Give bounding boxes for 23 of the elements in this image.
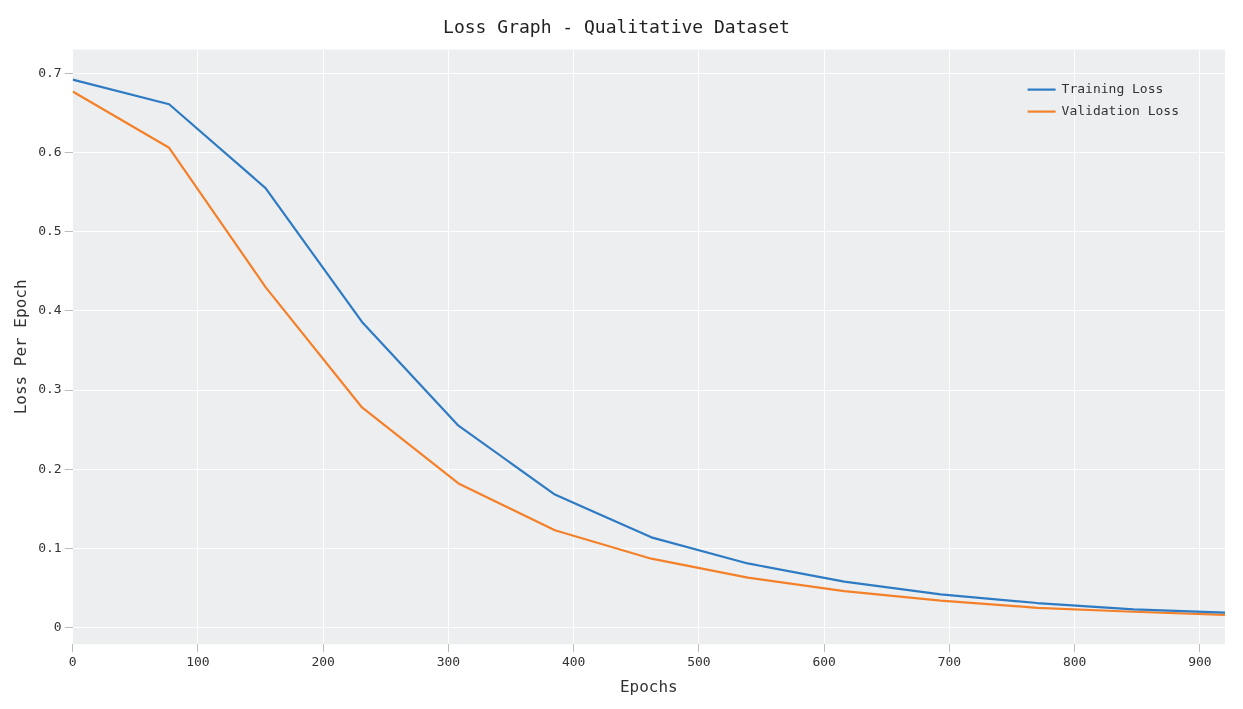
x-tick-label: 500 — [687, 654, 711, 670]
y-tick-label: 0.5 — [38, 223, 62, 239]
y-tick-label: 0.6 — [38, 143, 62, 159]
x-tick-label: 100 — [186, 654, 210, 670]
chart-title: Loss Graph - Qualitative Dataset — [443, 16, 790, 38]
y-tick-label: 0.2 — [38, 460, 62, 476]
legend-label: Validation Loss — [1061, 102, 1180, 118]
legend-label: Training Loss — [1061, 80, 1164, 96]
y-tick-label: 0 — [53, 618, 62, 634]
y-tick-label: 0.4 — [38, 302, 62, 318]
x-tick-label: 200 — [311, 654, 335, 670]
x-tick-label: 400 — [561, 654, 586, 670]
y-axis-title: Loss Per Epoch — [10, 279, 30, 415]
x-tick-label: 900 — [1188, 654, 1212, 670]
x-tick-label: 0 — [68, 654, 77, 670]
x-tick-label: 700 — [937, 654, 962, 670]
x-tick-label: 300 — [436, 654, 461, 670]
x-tick-label: 600 — [812, 654, 836, 670]
y-tick-label: 0.3 — [38, 381, 62, 397]
x-axis-title: Epochs — [619, 676, 678, 696]
y-tick-label: 0.7 — [38, 64, 62, 80]
y-tick-label: 0.1 — [38, 539, 62, 555]
x-tick-label: 800 — [1062, 654, 1087, 670]
